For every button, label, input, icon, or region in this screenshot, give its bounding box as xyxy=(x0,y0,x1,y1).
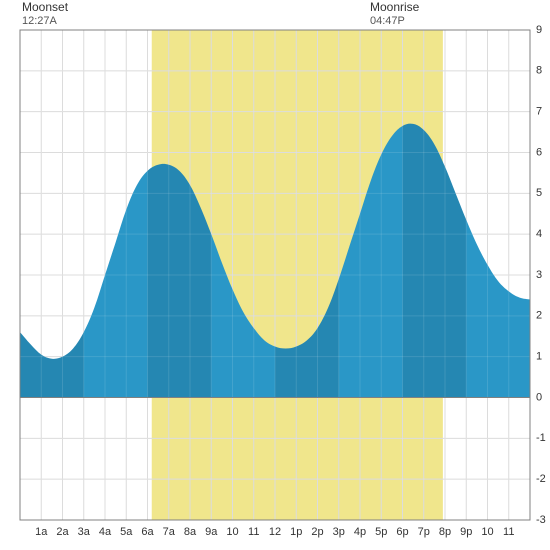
x-tick-label: 8a xyxy=(184,526,197,538)
x-tick-label: 7p xyxy=(418,526,430,538)
x-tick-label: 8p xyxy=(439,526,451,538)
y-tick-label: 5 xyxy=(536,187,542,199)
x-tick-label: 6p xyxy=(396,526,408,538)
x-tick-label: 1p xyxy=(290,526,302,538)
x-tick-label: 12 xyxy=(269,526,281,538)
y-tick-label: 1 xyxy=(536,351,542,363)
moonrise-title: Moonrise xyxy=(370,0,419,14)
x-tick-label: 9a xyxy=(205,526,218,538)
x-tick-label: 1a xyxy=(35,526,48,538)
x-tick-label: 3a xyxy=(78,526,91,538)
moonrise-time: 04:47P xyxy=(370,14,419,28)
x-tick-label: 7a xyxy=(163,526,176,538)
x-tick-label: 9p xyxy=(460,526,472,538)
x-tick-label: 5a xyxy=(120,526,133,538)
y-tick-label: 3 xyxy=(536,269,542,281)
moonset-block: Moonset 12:27A xyxy=(22,0,68,28)
x-tick-label: 2a xyxy=(56,526,69,538)
moonrise-block: Moonrise 04:47P xyxy=(370,0,419,28)
y-tick-label: 6 xyxy=(536,146,542,158)
x-tick-label: 2p xyxy=(311,526,323,538)
x-tick-label: 10 xyxy=(481,526,493,538)
x-tick-label: 10 xyxy=(226,526,238,538)
x-tick-label: 3p xyxy=(333,526,345,538)
y-tick-label: 4 xyxy=(536,228,542,240)
x-tick-label: 11 xyxy=(503,526,514,538)
y-tick-label: 8 xyxy=(536,65,542,77)
x-tick-label: 5p xyxy=(375,526,387,538)
x-tick-label: 4p xyxy=(354,526,366,538)
moonset-title: Moonset xyxy=(22,0,68,14)
y-tick-label: -1 xyxy=(536,432,546,444)
y-tick-label: 7 xyxy=(536,106,542,118)
y-tick-label: -2 xyxy=(536,473,546,485)
y-tick-label: 2 xyxy=(536,310,542,322)
x-tick-label: 6a xyxy=(141,526,154,538)
y-tick-label: 0 xyxy=(536,391,542,403)
x-tick-label: 11 xyxy=(248,526,259,538)
x-tick-label: 4a xyxy=(99,526,112,538)
chart-svg: -3-2-101234567891a2a3a4a5a6a7a8a9a101112… xyxy=(0,0,550,550)
y-tick-label: 9 xyxy=(536,24,542,36)
tide-chart: Moonset 12:27A Moonrise 04:47P -3-2-1012… xyxy=(0,0,550,550)
y-tick-label: -3 xyxy=(536,514,546,526)
moonset-time: 12:27A xyxy=(22,14,68,28)
